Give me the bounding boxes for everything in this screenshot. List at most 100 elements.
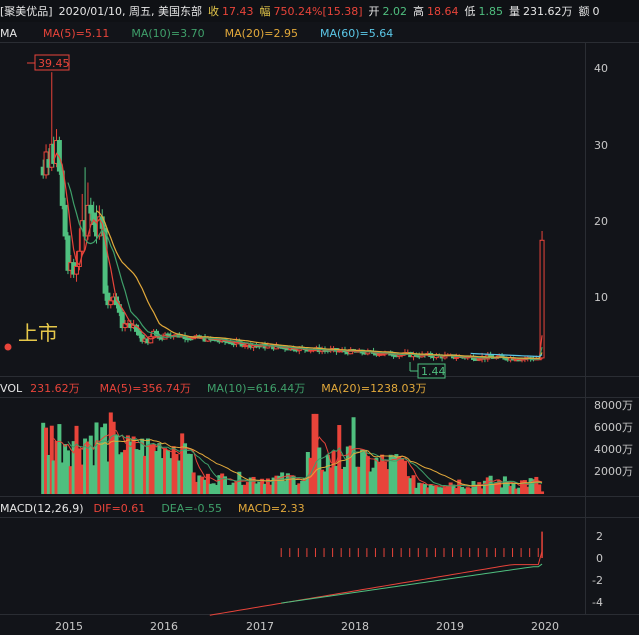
- volume-bar: [334, 465, 339, 494]
- vol-ma5-legend[interactable]: MA(5)=356.74万: [99, 382, 191, 395]
- volume-bar: [502, 476, 507, 494]
- close-value: 17.43: [221, 4, 254, 18]
- amount-label: 额: [578, 5, 590, 18]
- volume-bar: [108, 412, 113, 494]
- volume-bar: [480, 488, 485, 494]
- volume-bar: [317, 447, 322, 494]
- open-label: 开: [368, 5, 380, 18]
- candle-body: [62, 204, 68, 237]
- volume-bar: [357, 466, 362, 494]
- change-label: 幅: [259, 5, 271, 18]
- macd-value-legend[interactable]: MACD=2.33: [237, 501, 305, 515]
- vol-ma20-legend[interactable]: MA(20)=1238.03万: [321, 382, 427, 395]
- volume-bar: [243, 484, 248, 494]
- volume-bar: [377, 461, 382, 494]
- year-tick: 2018: [341, 620, 369, 633]
- moving-average-lines: [53, 152, 543, 361]
- volume-bar: [468, 488, 473, 494]
- volume-bar: [285, 473, 290, 494]
- volume-bar: [414, 487, 419, 494]
- volume-bar: [214, 484, 219, 494]
- volume-bar: [454, 488, 459, 494]
- ipo-marker[interactable]: 上市: [4, 321, 59, 351]
- volume-bar: [297, 483, 302, 494]
- volume-bar: [100, 427, 105, 494]
- volume-bar: [311, 413, 316, 494]
- volume-bar: [305, 451, 310, 494]
- quote-date: 2020/01/10, 周五, 美国东部: [58, 5, 202, 18]
- open-value: 2.02: [382, 4, 408, 18]
- macd-tick: -4: [592, 596, 603, 609]
- volume-bar: [151, 444, 156, 494]
- price-tick: 20: [594, 215, 608, 228]
- volume-bar: [183, 443, 188, 494]
- volume-bar: [46, 454, 51, 494]
- high-value: 18.64: [427, 4, 459, 18]
- volume-bar: [422, 484, 427, 494]
- volume-bar: [105, 461, 110, 494]
- vol-ma5-line: [53, 428, 543, 488]
- volume-bar: [268, 484, 273, 494]
- year-tick: 2017: [246, 620, 274, 633]
- price-tick: 40: [594, 62, 608, 75]
- volume-bar: [143, 455, 148, 494]
- volume-bar: [482, 480, 487, 494]
- volume-bar: [437, 487, 442, 494]
- volume-tick: 6000万: [594, 421, 633, 434]
- volume-bars: [41, 412, 545, 494]
- macd-series: [209, 531, 543, 616]
- candle-body: [56, 140, 62, 172]
- volume-bar: [314, 413, 319, 494]
- volume-bar: [408, 478, 413, 494]
- dif-line: [209, 551, 543, 616]
- ma60-legend[interactable]: MA(60)=5.64: [319, 26, 394, 40]
- volume-bar: [117, 454, 122, 494]
- volume-bar: [65, 450, 70, 494]
- candle-body: [122, 323, 128, 329]
- volume-bar: [234, 481, 239, 494]
- stock-name[interactable]: [聚美优品]: [0, 5, 53, 18]
- volume-bar: [411, 475, 416, 494]
- volume-bar: [528, 478, 533, 494]
- volume-bar: [125, 435, 130, 494]
- ma20-legend[interactable]: MA(20)=2.95: [224, 26, 298, 40]
- volume-bar: [303, 478, 307, 494]
- volume-bar: [94, 422, 99, 494]
- dea-legend[interactable]: DEA=-0.55: [161, 501, 222, 515]
- year-tick: 2016: [150, 620, 178, 633]
- vol-value[interactable]: 231.62万: [30, 382, 80, 395]
- volume-bar: [420, 483, 425, 494]
- volume-bar: [345, 446, 350, 494]
- min-price-label: 1.44: [421, 365, 446, 378]
- candle-body: [108, 300, 114, 306]
- volume-bar: [522, 480, 527, 494]
- volume-bar: [211, 483, 216, 494]
- change-pct: 750.24%: [273, 4, 323, 18]
- volume-bar: [283, 481, 288, 494]
- vol-legend-label: VOL: [0, 381, 23, 395]
- candle-body: [242, 345, 248, 348]
- volume-bar: [68, 466, 73, 494]
- volume-bar: [228, 484, 233, 494]
- dif-legend[interactable]: DIF=0.61: [93, 501, 146, 515]
- vol-ma20-line: [96, 439, 543, 487]
- volume-bar: [405, 476, 410, 494]
- macd-tick: 2: [596, 530, 603, 543]
- volume-bar: [425, 487, 430, 494]
- volume-bar: [400, 458, 405, 494]
- volume-bar: [534, 476, 539, 494]
- candle-body: [59, 170, 65, 206]
- volume-bar: [280, 472, 285, 494]
- ma10-legend[interactable]: MA(10)=3.70: [131, 26, 205, 40]
- candle-body: [139, 334, 145, 342]
- volume-bar: [402, 460, 407, 494]
- candlestick-series: [40, 72, 545, 363]
- volume-tick: 2000万: [594, 465, 633, 478]
- volume-label: 量: [509, 5, 521, 18]
- volume-bar: [205, 473, 210, 494]
- ma5-legend[interactable]: MA(5)=5.11: [43, 26, 110, 40]
- vol-ma10-legend[interactable]: MA(10)=616.44万: [206, 382, 306, 395]
- volume-bar: [114, 434, 119, 494]
- candle-body: [136, 330, 142, 336]
